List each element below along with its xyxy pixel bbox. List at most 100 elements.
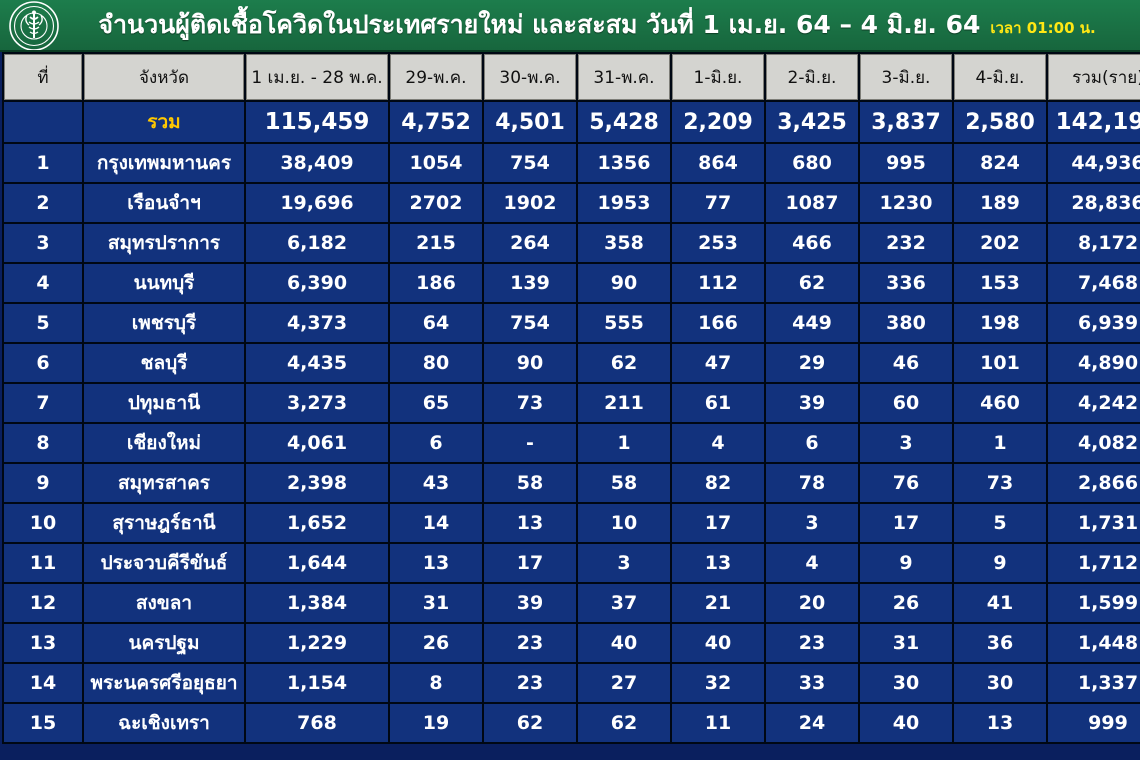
day-cell-3-3: 112 bbox=[672, 264, 764, 302]
day-cell-12-5: 31 bbox=[860, 624, 952, 662]
day-cell-6-4: 39 bbox=[766, 384, 858, 422]
day-cell-2-1: 264 bbox=[484, 224, 576, 262]
cumulative-cell-14: 768 bbox=[246, 704, 388, 742]
table-row: 8 เชียงใหม่ 4,061 6-1 4 6 3 1 4,082 bbox=[4, 424, 1140, 462]
table-row: 10 สุราษฎร์ธานี 1,652 14 13 10 17 3 17 5 1,731 bbox=[4, 504, 1140, 542]
day-cell-7-2: 1 bbox=[578, 424, 670, 462]
day-cell-2-0: 215 bbox=[390, 224, 482, 262]
day-cell-9-2: 10 bbox=[578, 504, 670, 542]
row-index-cell-9: 10 bbox=[4, 504, 82, 542]
row-total-cell-9: 1,731 bbox=[1048, 504, 1140, 542]
column-header-10: รวม(ราย) bbox=[1048, 54, 1140, 100]
province-name-cell-9: สุราษฎร์ธานี bbox=[84, 504, 244, 542]
day-cell-11-4: 20 bbox=[766, 584, 858, 622]
row-total-cell-7: 4,082 bbox=[1048, 424, 1140, 462]
day-cell-0-3: 864 bbox=[672, 144, 764, 182]
table-body: รวม 115,459 4,752 4,501 5,428 2,209 3,425 3,837… bbox=[4, 102, 1140, 742]
day-cell-6-6: 460 bbox=[954, 384, 1046, 422]
row-total-cell-0: 44,936 bbox=[1048, 144, 1140, 182]
day-cell-14-1: 62 bbox=[484, 704, 576, 742]
row-index-cell-5: 6 bbox=[4, 344, 82, 382]
province-name-cell-7: เชียงใหม่ bbox=[84, 424, 244, 462]
row-index-cell-2: 3 bbox=[4, 224, 82, 262]
row-total-cell-2: 8,172 bbox=[1048, 224, 1140, 262]
day-cell-11-5: 26 bbox=[860, 584, 952, 622]
column-header-5: 31-พ.ค. bbox=[578, 54, 670, 100]
cumulative-cell-9: 1,652 bbox=[246, 504, 388, 542]
day-cell-7-0: 6 bbox=[390, 424, 482, 462]
summary-day-cell-0: 4,752 bbox=[390, 102, 482, 142]
summary-label-cell: รวม bbox=[84, 102, 244, 142]
day-cell-13-5: 30 bbox=[860, 664, 952, 702]
day-cell-6-2: 211 bbox=[578, 384, 670, 422]
day-cell-12-4: 23 bbox=[766, 624, 858, 662]
day-cell-8-5: 76 bbox=[860, 464, 952, 502]
province-name-cell-0: กรุงเทพมหานคร bbox=[84, 144, 244, 182]
cumulative-cell-1: 19,696 bbox=[246, 184, 388, 222]
day-cell-4-1: 754 bbox=[484, 304, 576, 342]
row-total-cell-14: 999 bbox=[1048, 704, 1140, 742]
table-row: 6 ชลบุรี 4,435 80 90 62 47 29 46 101 4,890 bbox=[4, 344, 1140, 382]
day-cell-7-4: 6 bbox=[766, 424, 858, 462]
day-cell-3-0: 186 bbox=[390, 264, 482, 302]
day-cell-1-3: 77 bbox=[672, 184, 764, 222]
day-cell-13-2: 27 bbox=[578, 664, 670, 702]
province-name-cell-6: ปทุมธานี bbox=[84, 384, 244, 422]
table-container: ที่ จังหวัด 1 เม.ย. - 28 พ.ค. 29-พ.ค. 30-พ.ค… bbox=[0, 52, 1140, 744]
day-cell-11-2: 37 bbox=[578, 584, 670, 622]
header-row: ที่ จังหวัด 1 เม.ย. - 28 พ.ค. 29-พ.ค. 30-พ.ค… bbox=[4, 54, 1140, 100]
day-cell-5-3: 47 bbox=[672, 344, 764, 382]
cumulative-cell-4: 4,373 bbox=[246, 304, 388, 342]
column-header-8: 3-มิ.ย. bbox=[860, 54, 952, 100]
cumulative-cell-7: 4,061 bbox=[246, 424, 388, 462]
row-total-cell-8: 2,866 bbox=[1048, 464, 1140, 502]
summary-total-cell: 142,191 bbox=[1048, 102, 1140, 142]
row-total-cell-13: 1,337 bbox=[1048, 664, 1140, 702]
table-row: 13 นครปฐม 1,229 26 23 40 40 23 31 36 1,448 bbox=[4, 624, 1140, 662]
summary-row: รวม 115,459 4,752 4,501 5,428 2,209 3,425 3,837… bbox=[4, 102, 1140, 142]
row-index-cell-14: 15 bbox=[4, 704, 82, 742]
day-cell-6-1: 73 bbox=[484, 384, 576, 422]
day-cell-8-3: 82 bbox=[672, 464, 764, 502]
row-total-cell-1: 28,836 bbox=[1048, 184, 1140, 222]
summary-day-cell-5: 3,837 bbox=[860, 102, 952, 142]
province-name-cell-3: นนทบุรี bbox=[84, 264, 244, 302]
day-cell-13-6: 30 bbox=[954, 664, 1046, 702]
row-index-cell-6: 7 bbox=[4, 384, 82, 422]
row-index-cell-3: 4 bbox=[4, 264, 82, 302]
day-cell-9-3: 17 bbox=[672, 504, 764, 542]
day-cell-10-1: 17 bbox=[484, 544, 576, 582]
day-cell-11-0: 31 bbox=[390, 584, 482, 622]
day-cell-4-5: 380 bbox=[860, 304, 952, 342]
row-index-cell-0: 1 bbox=[4, 144, 82, 182]
day-cell-14-0: 19 bbox=[390, 704, 482, 742]
day-cell-2-3: 253 bbox=[672, 224, 764, 262]
column-header-3: 29-พ.ค. bbox=[390, 54, 482, 100]
day-cell-5-6: 101 bbox=[954, 344, 1046, 382]
cumulative-cell-5: 4,435 bbox=[246, 344, 388, 382]
province-name-cell-8: สมุทรสาคร bbox=[84, 464, 244, 502]
province-name-cell-12: นครปฐม bbox=[84, 624, 244, 662]
province-name-cell-10: ประจวบคีรีขันธ์ bbox=[84, 544, 244, 582]
page-title: จำนวนผู้ติดเชื้อโควิดในประเทศรายใหม่ และ… bbox=[98, 10, 981, 39]
day-cell-13-3: 32 bbox=[672, 664, 764, 702]
day-cell-1-4: 1087 bbox=[766, 184, 858, 222]
ministry-of-public-health-emblem-icon bbox=[8, 0, 60, 50]
day-cell-14-3: 11 bbox=[672, 704, 764, 742]
day-cell-2-4: 466 bbox=[766, 224, 858, 262]
row-total-cell-5: 4,890 bbox=[1048, 344, 1140, 382]
day-cell-12-0: 26 bbox=[390, 624, 482, 662]
row-total-cell-11: 1,599 bbox=[1048, 584, 1140, 622]
row-index-cell-11: 12 bbox=[4, 584, 82, 622]
banner-title-group: จำนวนผู้ติดเชื้อโควิดในประเทศรายใหม่ และ… bbox=[60, 5, 1140, 45]
summary-day-cell-4: 3,425 bbox=[766, 102, 858, 142]
day-cell-5-0: 80 bbox=[390, 344, 482, 382]
day-cell-0-4: 680 bbox=[766, 144, 858, 182]
summary-index-cell bbox=[4, 102, 82, 142]
day-cell-9-1: 13 bbox=[484, 504, 576, 542]
day-cell-1-5: 1230 bbox=[860, 184, 952, 222]
report-time-label: เวลา 01:00 น. bbox=[990, 19, 1096, 37]
day-cell-10-4: 4 bbox=[766, 544, 858, 582]
day-cell-8-0: 43 bbox=[390, 464, 482, 502]
province-name-cell-2: สมุทรปราการ bbox=[84, 224, 244, 262]
